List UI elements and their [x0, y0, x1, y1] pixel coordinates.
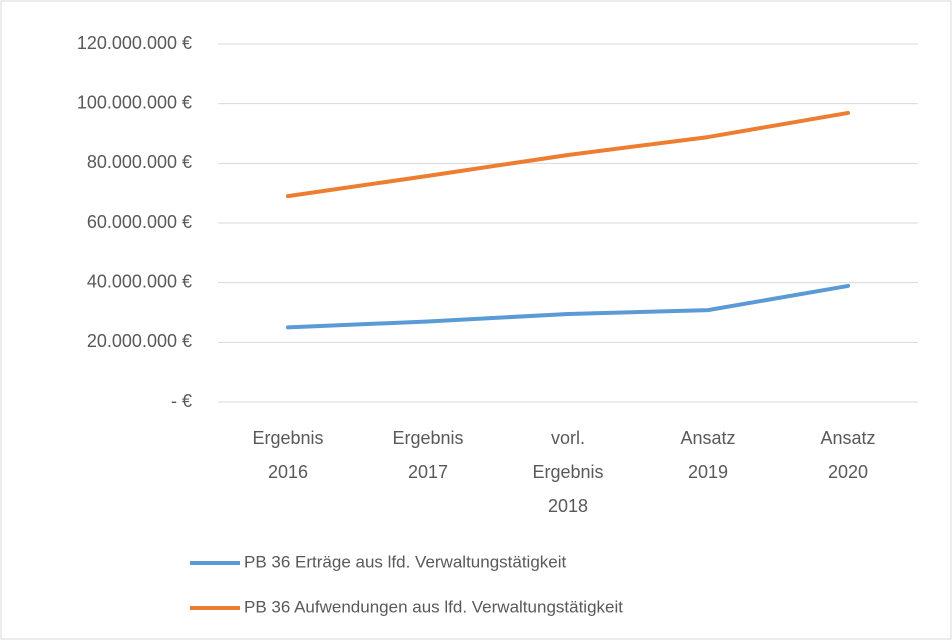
series-line	[286, 110, 850, 199]
x-tick-label: Ansatz 2020	[820, 428, 876, 482]
x-tick-label: Ergebnis 2016	[252, 428, 324, 482]
series-line	[286, 283, 850, 330]
y-tick-label: 60.000.000 €	[87, 212, 192, 232]
y-tick-label: 40.000.000 €	[87, 271, 192, 291]
y-tick-label: 120.000.000 €	[77, 33, 192, 53]
legend-label: PB 36 Aufwendungen aus lfd. Verwaltungst…	[244, 597, 623, 616]
x-tick-label: vorl. Ergebnis 2018	[532, 428, 604, 516]
legend-label: PB 36 Erträge aus lfd. Verwaltungstätigk…	[244, 552, 567, 571]
y-tick-label: 20.000.000 €	[87, 331, 192, 351]
x-tick-label: Ansatz 2019	[680, 428, 736, 482]
x-tick-label: Ergebnis 2017	[392, 428, 464, 482]
y-tick-label: - €	[171, 391, 192, 411]
y-tick-label: 80.000.000 €	[87, 152, 192, 172]
y-tick-label: 100.000.000 €	[77, 92, 192, 112]
